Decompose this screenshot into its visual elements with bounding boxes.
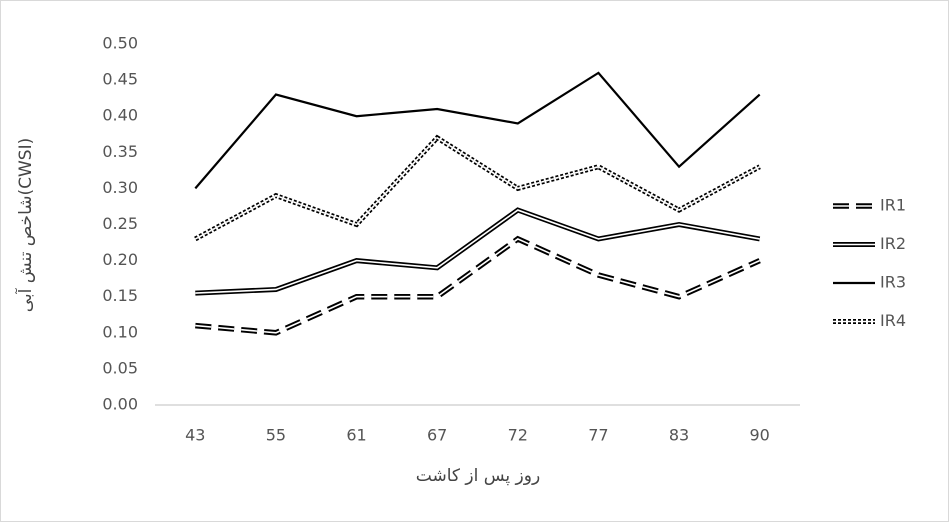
y-tick-label: 0.15 — [102, 286, 138, 305]
y-tick-label: 0.05 — [102, 358, 138, 377]
series-line — [195, 207, 761, 296]
y-tick-label: 0.30 — [102, 178, 138, 197]
y-tick-label: 0.50 — [102, 34, 138, 53]
x-tick-label: 77 — [588, 426, 608, 445]
y-tick-label: 0.00 — [102, 395, 138, 414]
y-tick-label: 0.40 — [102, 106, 138, 125]
y-axis-title: شاخص تنش آبی(CWSI) — [14, 138, 36, 312]
x-tick-label: 72 — [508, 426, 528, 445]
x-tick-label: 67 — [427, 426, 447, 445]
x-axis-title: روز پس از کاشت — [416, 466, 540, 486]
y-tick-label: 0.20 — [102, 250, 138, 269]
series-line-inner — [195, 238, 761, 334]
legend-label: IR2 — [880, 234, 906, 253]
x-tick-label: 61 — [346, 426, 366, 445]
legend-label: IR1 — [880, 196, 906, 215]
y-tick-label: 0.10 — [102, 322, 138, 341]
series-line — [194, 71, 761, 190]
x-tick-label: 43 — [185, 426, 205, 445]
legend-label: IR4 — [880, 311, 906, 330]
x-tick-label: 83 — [669, 426, 689, 445]
y-tick-label: 0.45 — [102, 70, 138, 89]
legend-label: IR3 — [880, 273, 906, 292]
x-tick-label: 55 — [266, 426, 286, 445]
series-line-inner — [194, 136, 761, 240]
x-tick-label: 90 — [750, 426, 770, 445]
y-tick-label: 0.25 — [102, 214, 138, 233]
series-line-inner — [195, 209, 760, 294]
y-tick-label: 0.35 — [102, 142, 138, 161]
